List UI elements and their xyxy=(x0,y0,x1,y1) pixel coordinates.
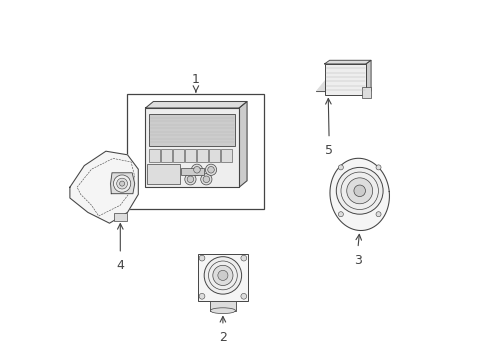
Circle shape xyxy=(204,257,241,294)
Bar xyxy=(114,213,126,221)
Polygon shape xyxy=(324,60,370,64)
Circle shape xyxy=(338,212,343,217)
Circle shape xyxy=(199,293,204,299)
Circle shape xyxy=(346,178,372,204)
Circle shape xyxy=(205,164,216,175)
Circle shape xyxy=(200,174,211,185)
Bar xyxy=(221,149,231,162)
Circle shape xyxy=(207,166,214,173)
Bar xyxy=(173,149,183,162)
Circle shape xyxy=(203,176,209,183)
Polygon shape xyxy=(145,102,246,108)
Polygon shape xyxy=(329,158,388,230)
Bar xyxy=(149,149,160,162)
Circle shape xyxy=(212,265,232,285)
Bar xyxy=(324,64,365,94)
Polygon shape xyxy=(365,60,370,94)
Ellipse shape xyxy=(210,308,235,314)
Text: 3: 3 xyxy=(353,254,361,267)
Bar xyxy=(209,149,220,162)
Bar xyxy=(362,87,371,98)
Bar xyxy=(185,149,196,162)
Circle shape xyxy=(336,167,382,214)
Bar xyxy=(210,301,235,311)
Circle shape xyxy=(199,255,204,261)
Circle shape xyxy=(353,185,365,197)
Circle shape xyxy=(338,165,343,170)
Polygon shape xyxy=(315,80,324,91)
Text: 2: 2 xyxy=(219,331,226,344)
Circle shape xyxy=(120,181,124,186)
Bar xyxy=(197,254,247,301)
Circle shape xyxy=(193,166,200,173)
Bar xyxy=(149,114,235,146)
Circle shape xyxy=(241,293,246,299)
Polygon shape xyxy=(70,151,138,223)
Bar xyxy=(147,164,180,184)
Circle shape xyxy=(191,164,202,175)
Circle shape xyxy=(375,165,380,170)
Circle shape xyxy=(117,178,127,189)
Bar xyxy=(197,149,207,162)
Bar xyxy=(181,168,204,175)
Bar xyxy=(161,149,172,162)
Text: 4: 4 xyxy=(116,259,124,272)
Polygon shape xyxy=(110,173,134,194)
Circle shape xyxy=(375,212,380,217)
Text: 1: 1 xyxy=(192,73,200,86)
Circle shape xyxy=(187,176,193,183)
Circle shape xyxy=(241,255,246,261)
Circle shape xyxy=(184,174,196,185)
Circle shape xyxy=(113,175,130,192)
Bar xyxy=(127,94,264,209)
Polygon shape xyxy=(239,102,246,187)
Text: 5: 5 xyxy=(325,144,332,157)
Circle shape xyxy=(218,270,227,280)
Bar xyxy=(145,108,239,187)
